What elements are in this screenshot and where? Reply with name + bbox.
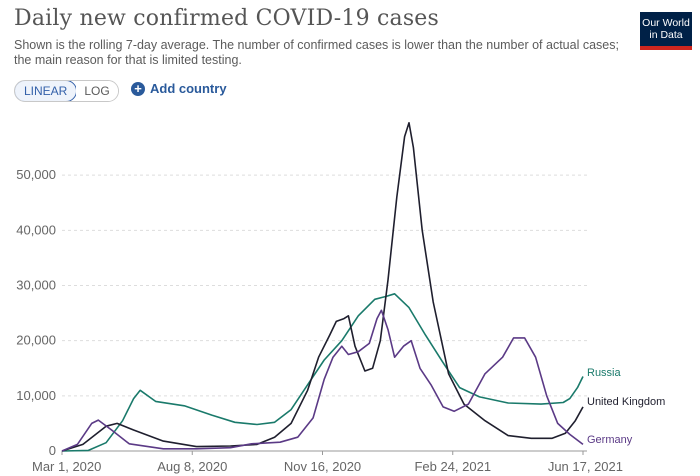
series-label-united-kingdom: United Kingdom bbox=[587, 396, 665, 408]
series-line-russia bbox=[61, 293, 584, 452]
x-tick-label: Mar 1, 2020 bbox=[32, 459, 101, 474]
y-tick-label: 30,000 bbox=[16, 278, 56, 293]
y-tick-label: 0 bbox=[49, 443, 56, 458]
log-scale-button[interactable]: LOG bbox=[76, 81, 118, 101]
series-line-united-kingdom bbox=[61, 122, 584, 452]
owid-logo[interactable]: Our World in Data bbox=[640, 12, 692, 50]
chart-subtitle: Shown is the rolling 7-day average. The … bbox=[14, 38, 619, 67]
logo-line2: in Data bbox=[649, 29, 683, 41]
x-tick-label: Nov 16, 2020 bbox=[284, 459, 361, 474]
y-tick-label: 50,000 bbox=[16, 167, 56, 182]
plus-icon: + bbox=[131, 81, 145, 96]
x-tick-label: Aug 8, 2020 bbox=[157, 459, 227, 474]
series-label-germany: Germany bbox=[587, 434, 633, 446]
y-tick-label: 40,000 bbox=[16, 222, 56, 237]
logo-line1: Our World bbox=[642, 17, 690, 29]
series-line-germany bbox=[61, 309, 584, 452]
series-label-russia: Russia bbox=[587, 367, 622, 379]
y-tick-label: 10,000 bbox=[16, 388, 56, 403]
add-country-button[interactable]: + Add country bbox=[131, 81, 227, 96]
y-tick-label: 20,000 bbox=[16, 333, 56, 348]
chart-title: Daily new confirmed COVID-19 cases bbox=[14, 6, 440, 31]
x-tick-label: Feb 24, 2021 bbox=[414, 459, 491, 474]
scale-toggle: LINEAR LOG bbox=[14, 80, 119, 102]
x-tick-label: Jun 17, 2021 bbox=[548, 459, 623, 474]
linear-scale-button[interactable]: LINEAR bbox=[14, 81, 78, 101]
add-country-label: Add country bbox=[150, 81, 227, 96]
